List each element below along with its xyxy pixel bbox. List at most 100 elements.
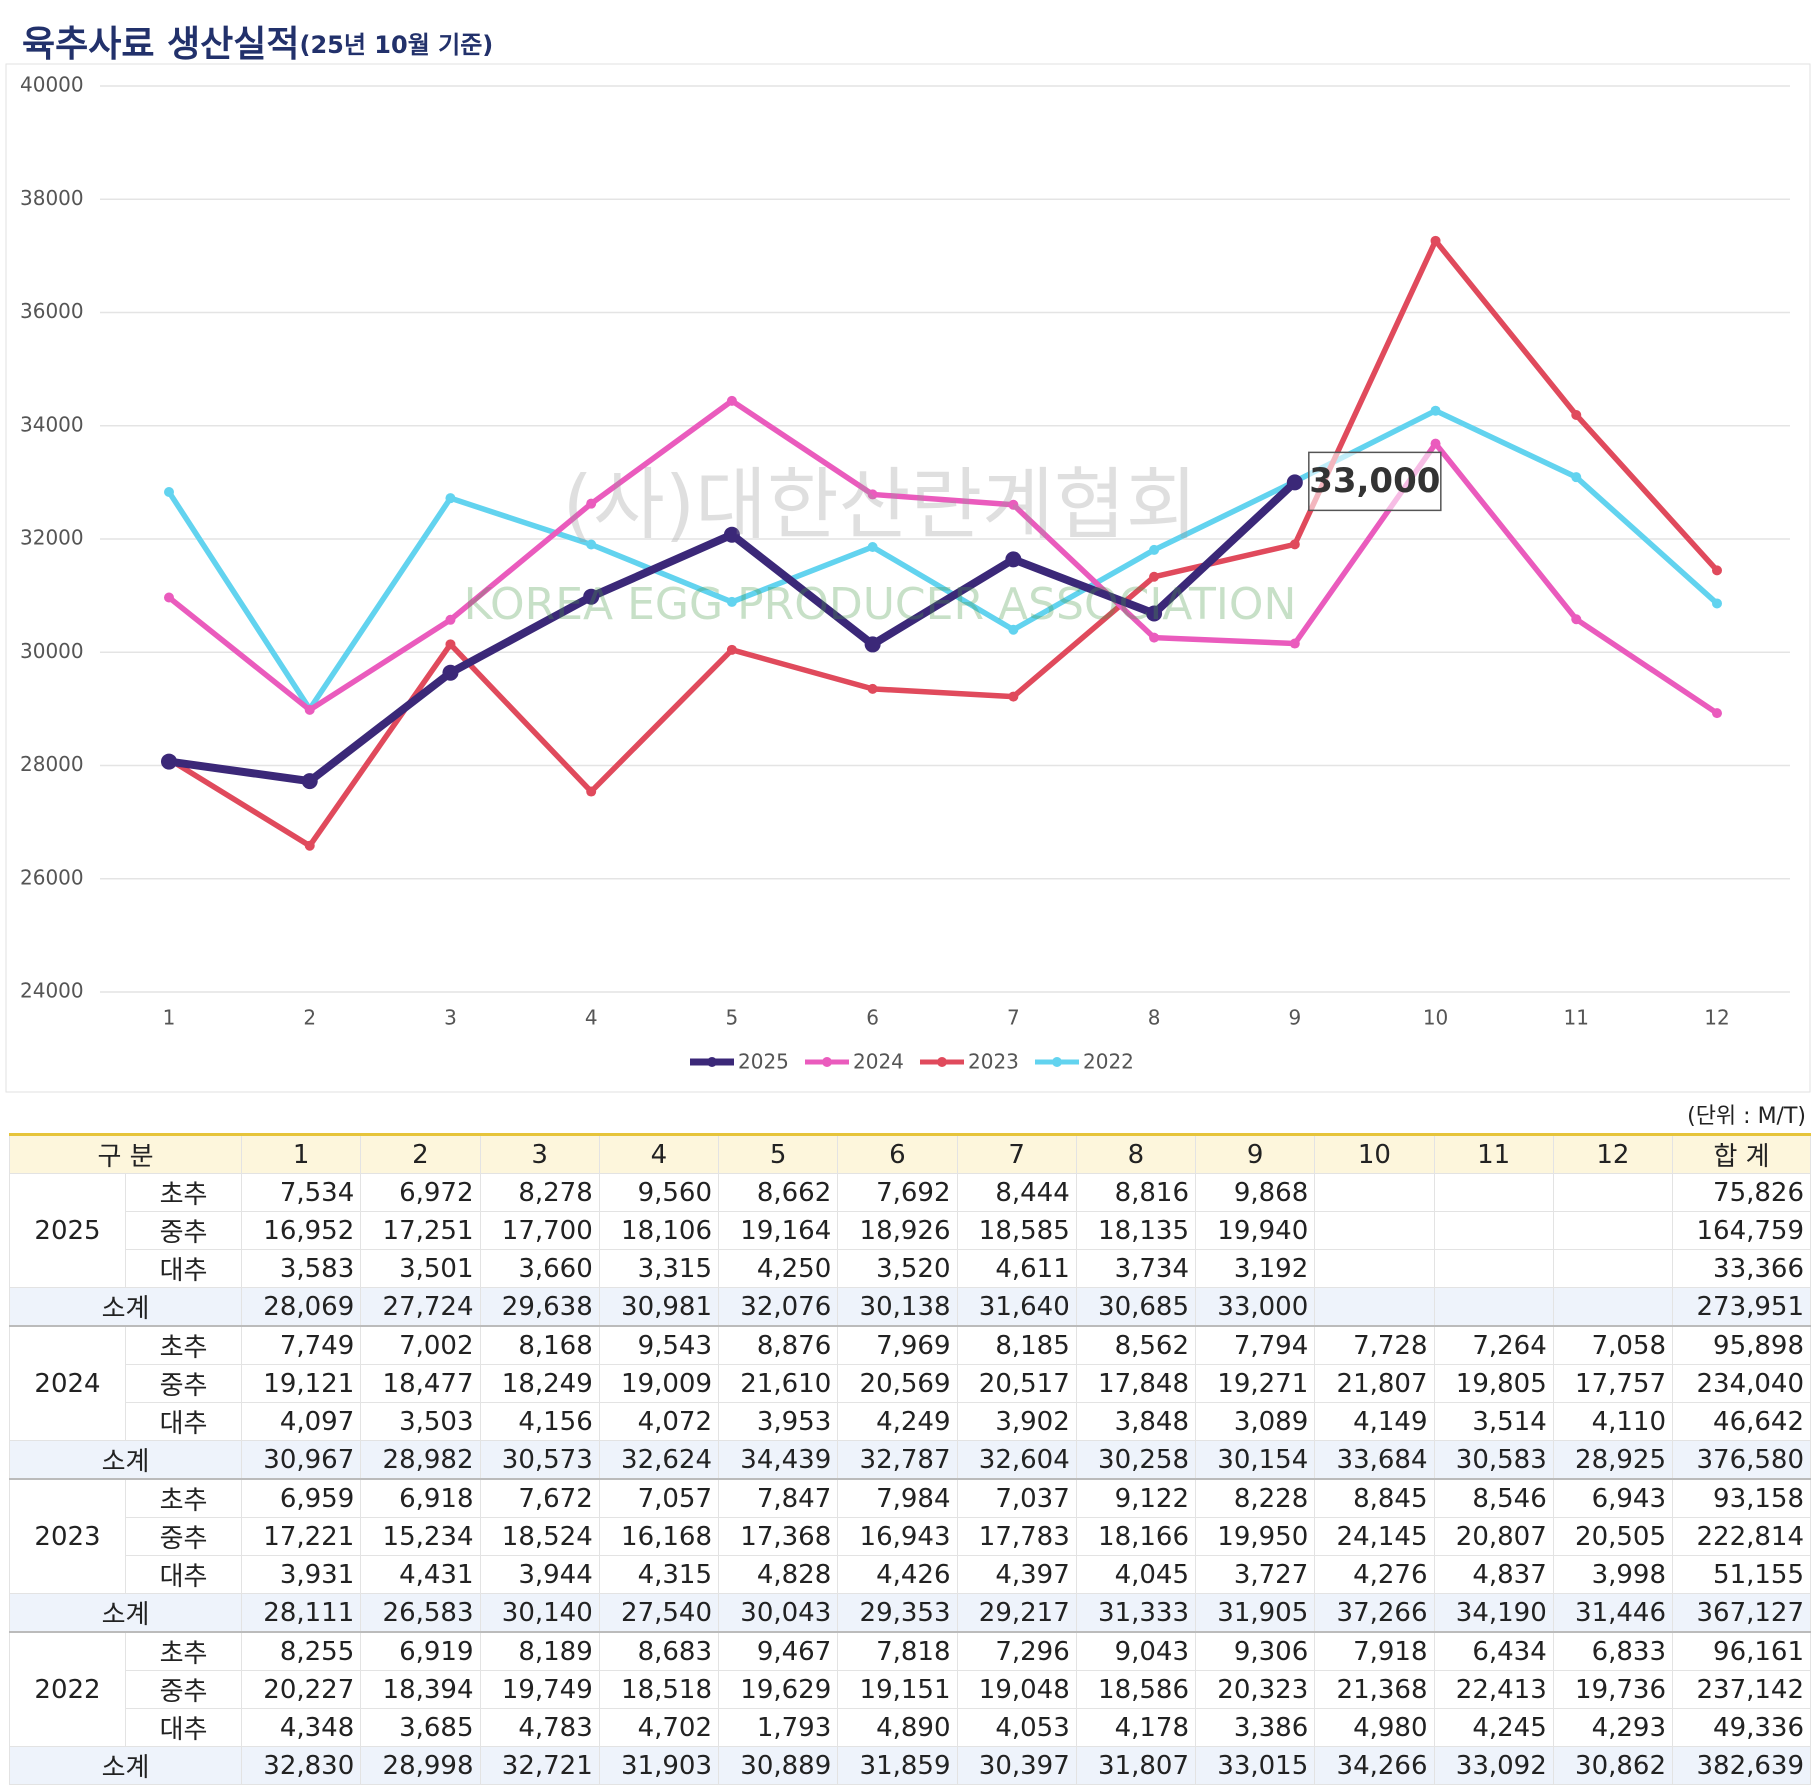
cell: 19,048 xyxy=(956,1670,1077,1709)
data-point xyxy=(1008,691,1019,702)
cell: 7,264 xyxy=(1433,1325,1554,1365)
cell: 28,998 xyxy=(360,1746,481,1785)
cell: 7,058 xyxy=(1552,1325,1674,1365)
series-line xyxy=(166,407,1719,712)
cell: 8,189 xyxy=(479,1631,600,1671)
cell: 28,069 xyxy=(241,1287,362,1327)
cell: 6,434 xyxy=(1433,1631,1554,1671)
header-cell: 12 xyxy=(1552,1133,1674,1174)
cell: 8,185 xyxy=(956,1325,1077,1365)
data-point xyxy=(586,786,597,797)
cell: 6,943 xyxy=(1552,1478,1674,1518)
cell: 3,931 xyxy=(241,1555,362,1594)
row-label: 초추 xyxy=(124,1173,243,1212)
cell: 273,951 xyxy=(1672,1287,1812,1327)
data-point xyxy=(583,588,600,605)
cell: 7,749 xyxy=(241,1325,362,1365)
cell: 33,015 xyxy=(1195,1746,1316,1785)
cell: 30,258 xyxy=(1075,1440,1197,1480)
data-point xyxy=(1286,474,1303,491)
cell: 8,662 xyxy=(718,1173,839,1212)
cell: 9,122 xyxy=(1075,1478,1197,1518)
series-line xyxy=(167,398,1719,716)
cell: 4,072 xyxy=(598,1402,720,1441)
cell: 28,925 xyxy=(1552,1440,1674,1480)
header-cell: 9 xyxy=(1195,1133,1316,1174)
data-point xyxy=(867,489,878,500)
cell: 367,127 xyxy=(1672,1593,1812,1633)
cell: 34,190 xyxy=(1433,1593,1554,1633)
y-tick-label: 32000 xyxy=(20,526,84,550)
cell: 19,805 xyxy=(1433,1364,1554,1403)
cell: 3,503 xyxy=(360,1402,481,1441)
cell: 33,092 xyxy=(1433,1746,1554,1785)
data-point xyxy=(1289,638,1300,649)
data-point xyxy=(864,636,881,653)
cell: 4,250 xyxy=(718,1249,839,1288)
row-label: 대추 xyxy=(124,1708,243,1747)
data-row: 중추 16,952 17,251 17,700 18,106 19,164 18,926 18… xyxy=(10,1211,1812,1250)
cell: 4,426 xyxy=(837,1555,958,1594)
year-cell: 2022 xyxy=(9,1631,126,1747)
x-tick-label: 4 xyxy=(585,1006,598,1030)
cell: 3,848 xyxy=(1075,1402,1197,1441)
cell: 4,890 xyxy=(837,1708,958,1747)
cell xyxy=(1314,1211,1435,1250)
cell: 3,902 xyxy=(956,1402,1077,1441)
cell: 29,353 xyxy=(837,1593,958,1633)
label-box xyxy=(1308,451,1442,512)
subtotal-label: 소계 xyxy=(8,1440,243,1480)
cell: 7,984 xyxy=(837,1478,958,1518)
cell: 4,397 xyxy=(956,1555,1077,1594)
y-tick-label: 28000 xyxy=(20,752,84,776)
cell xyxy=(1433,1249,1554,1288)
cell: 32,604 xyxy=(956,1440,1077,1480)
data-table: 구 분 1 2 3 4 5 6 7 8 9 10 11 12 합 계 2025 초추 7,534 6,972 8,2… xyxy=(8,1133,1812,1785)
watermark-en: KOREA EGG PRODUCER ASSOCIATION xyxy=(464,579,1297,630)
data-point xyxy=(161,753,177,770)
cell: 17,251 xyxy=(360,1211,481,1250)
cell: 17,783 xyxy=(956,1517,1077,1556)
cell: 75,826 xyxy=(1672,1173,1812,1212)
subtotal-row: 소계 28,069 27,724 29,638 30,981 32,076 30,138 31… xyxy=(8,1287,1812,1327)
cell: 18,106 xyxy=(598,1211,720,1250)
cell: 49,336 xyxy=(1672,1708,1812,1747)
x-tick-label: 2 xyxy=(303,1006,316,1030)
cell: 32,721 xyxy=(479,1746,600,1785)
title: 육추사료 생산실적 xyxy=(22,24,300,65)
cell: 6,833 xyxy=(1552,1631,1674,1671)
row-label: 중추 xyxy=(124,1670,243,1709)
cell xyxy=(1314,1287,1435,1327)
chart-title: 육추사료 생산실적(25년 10월 기준) xyxy=(22,24,493,65)
cell: 30,397 xyxy=(956,1746,1077,1785)
cell: 19,749 xyxy=(479,1670,600,1709)
cell: 7,534 xyxy=(241,1173,362,1212)
cell: 4,293 xyxy=(1552,1708,1674,1747)
y-tick-label: 34000 xyxy=(20,412,84,436)
data-row: 대추 4,348 3,685 4,783 4,702 1,793 4,890 4,053 4,1… xyxy=(10,1708,1812,1747)
y-tick-label: 30000 xyxy=(20,639,84,663)
year-cell: 2024 xyxy=(9,1325,126,1441)
cell: 21,610 xyxy=(718,1364,839,1403)
cell: 16,168 xyxy=(598,1517,720,1556)
cell: 237,142 xyxy=(1672,1670,1812,1709)
data-point xyxy=(1149,544,1160,555)
cell: 30,043 xyxy=(718,1593,839,1633)
cell: 7,672 xyxy=(479,1478,600,1518)
cell: 30,140 xyxy=(479,1593,600,1633)
cell: 8,876 xyxy=(718,1325,839,1365)
subtotal-row: 소계 30,967 28,982 30,573 32,624 34,439 32,787 32… xyxy=(8,1440,1812,1480)
x-tick-label: 6 xyxy=(866,1006,879,1030)
cell: 9,467 xyxy=(718,1631,839,1671)
data-row: 중추 20,227 18,394 19,749 18,518 19,629 19,151 19… xyxy=(10,1670,1812,1709)
data-point xyxy=(164,592,174,603)
cell: 31,807 xyxy=(1075,1746,1197,1785)
cell: 6,919 xyxy=(360,1631,481,1671)
data-row: 대추 4,097 3,503 4,156 4,072 3,953 4,249 3,902 3,8… xyxy=(10,1402,1812,1441)
cell: 7,969 xyxy=(837,1325,958,1365)
data-row: 대추 3,931 4,431 3,944 4,315 4,828 4,426 4,397 4,0… xyxy=(10,1555,1812,1594)
data-point xyxy=(867,683,878,694)
data-point xyxy=(301,773,318,790)
cell: 17,368 xyxy=(718,1517,839,1556)
cell: 7,692 xyxy=(837,1173,958,1212)
